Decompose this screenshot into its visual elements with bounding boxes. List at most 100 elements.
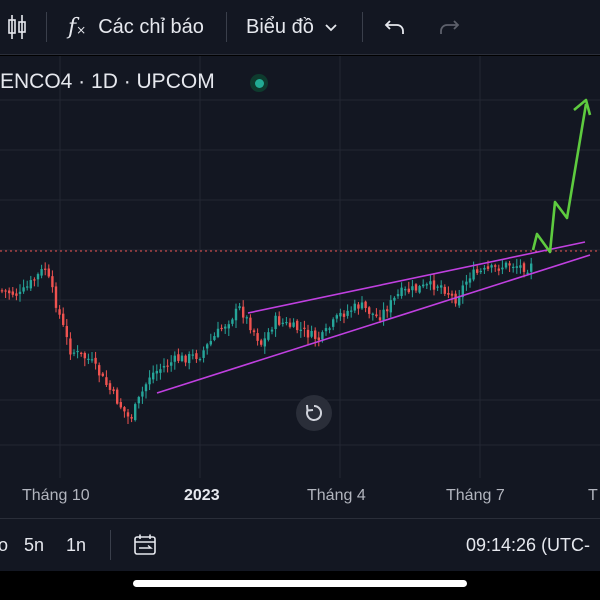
chart-type-label: Biểu đồ	[246, 15, 314, 38]
toolbar-divider	[46, 12, 47, 42]
price-chart[interactable]	[0, 56, 600, 518]
candle-body	[497, 268, 500, 271]
candle-body	[479, 270, 482, 273]
market-status-indicator	[250, 74, 268, 92]
undo-icon	[384, 20, 404, 34]
candle-body	[483, 267, 486, 270]
candle-body	[267, 332, 270, 340]
home-indicator	[133, 580, 467, 587]
x-axis-label: Tháng 4	[307, 487, 366, 504]
candle-body	[105, 377, 108, 385]
candle-body	[422, 284, 425, 287]
candle-body	[288, 322, 292, 327]
candle-body	[76, 350, 79, 353]
candle-body	[364, 301, 367, 309]
candle-body	[224, 326, 227, 329]
candlestick-icon[interactable]	[6, 0, 28, 54]
candle-body	[173, 355, 176, 362]
calendar-range-icon	[134, 534, 156, 555]
candle-body	[458, 296, 461, 306]
candle-body	[382, 309, 385, 320]
candle-body	[285, 321, 288, 324]
projection-arrowhead	[573, 98, 592, 116]
candle-body	[108, 383, 112, 390]
candle-body	[436, 286, 439, 288]
candle-body	[494, 265, 497, 267]
candle-body	[87, 358, 90, 360]
candle-body	[191, 354, 194, 356]
candle-body	[386, 309, 389, 312]
candle-body	[141, 391, 144, 397]
candle-body	[98, 365, 101, 376]
candle-body	[162, 366, 166, 368]
candle-body	[202, 350, 205, 358]
candle-body	[299, 329, 302, 331]
candle-body	[400, 287, 403, 296]
candle-body	[58, 309, 61, 315]
toolbar-divider	[226, 12, 227, 42]
candle-body	[231, 319, 234, 324]
candle-body	[335, 315, 338, 319]
candle-body	[504, 262, 508, 268]
candle-body	[468, 278, 472, 283]
redo-button[interactable]	[438, 0, 460, 54]
candle-body	[166, 365, 169, 367]
trendline-lower	[156, 254, 591, 394]
candle-body	[515, 266, 518, 268]
candle-body	[526, 272, 529, 274]
candle-body	[332, 319, 335, 327]
candle-body	[396, 294, 400, 297]
chart-type-button[interactable]: Biểu đồ	[246, 0, 338, 54]
candle-body	[357, 304, 360, 309]
candle-body	[404, 289, 407, 291]
candle-body	[116, 389, 119, 404]
candle-body	[270, 329, 274, 332]
candle-body	[137, 397, 140, 404]
candle-body	[15, 293, 18, 296]
candle-body	[303, 327, 306, 329]
x-axis-label: Tháng 10	[22, 487, 90, 504]
candle-body	[22, 287, 25, 292]
candle-body	[508, 263, 511, 266]
candle-body	[184, 355, 187, 363]
candle-body	[238, 306, 241, 309]
reset-chart-button[interactable]	[296, 395, 332, 431]
candle-body	[346, 310, 349, 316]
candle-body	[263, 338, 266, 347]
candle-body	[36, 274, 40, 280]
candle-body	[249, 317, 252, 331]
date-range-button[interactable]	[132, 519, 158, 571]
candle-body	[274, 315, 277, 330]
candle-body	[256, 333, 259, 341]
symbol-title[interactable]: ENCO4 · 1D · UPCOM	[0, 70, 215, 93]
candle-body	[414, 284, 418, 291]
candle-body	[371, 313, 374, 315]
candle-body	[324, 328, 328, 332]
clock-timezone[interactable]: 09:14:26 (UTC-	[466, 534, 591, 555]
candle-body	[368, 307, 371, 314]
candle-body	[119, 402, 122, 408]
candle-body	[522, 263, 526, 272]
candle-body	[360, 302, 364, 309]
indicators-button[interactable]: f× Các chỉ báo	[68, 0, 204, 54]
range-button-5n[interactable]: 5n	[24, 534, 45, 555]
candle-body	[252, 330, 256, 333]
candle-body	[94, 357, 97, 364]
chart-pane[interactable]	[0, 56, 600, 518]
candle-body	[314, 330, 317, 339]
range-button-1n[interactable]: 1n	[66, 534, 87, 555]
undo-button[interactable]	[384, 0, 406, 54]
candle-body	[465, 281, 468, 285]
candle-body	[486, 266, 490, 269]
candle-body	[342, 313, 346, 317]
range-button[interactable]: o	[0, 534, 9, 555]
candle-body	[432, 280, 436, 290]
candle-body	[501, 267, 504, 270]
redo-icon	[440, 20, 460, 34]
candle-body	[206, 344, 209, 349]
candle-body	[418, 286, 421, 293]
candle-body	[130, 417, 133, 419]
candle-body	[245, 317, 248, 319]
candle-body	[159, 369, 162, 373]
candle-body	[393, 297, 396, 301]
